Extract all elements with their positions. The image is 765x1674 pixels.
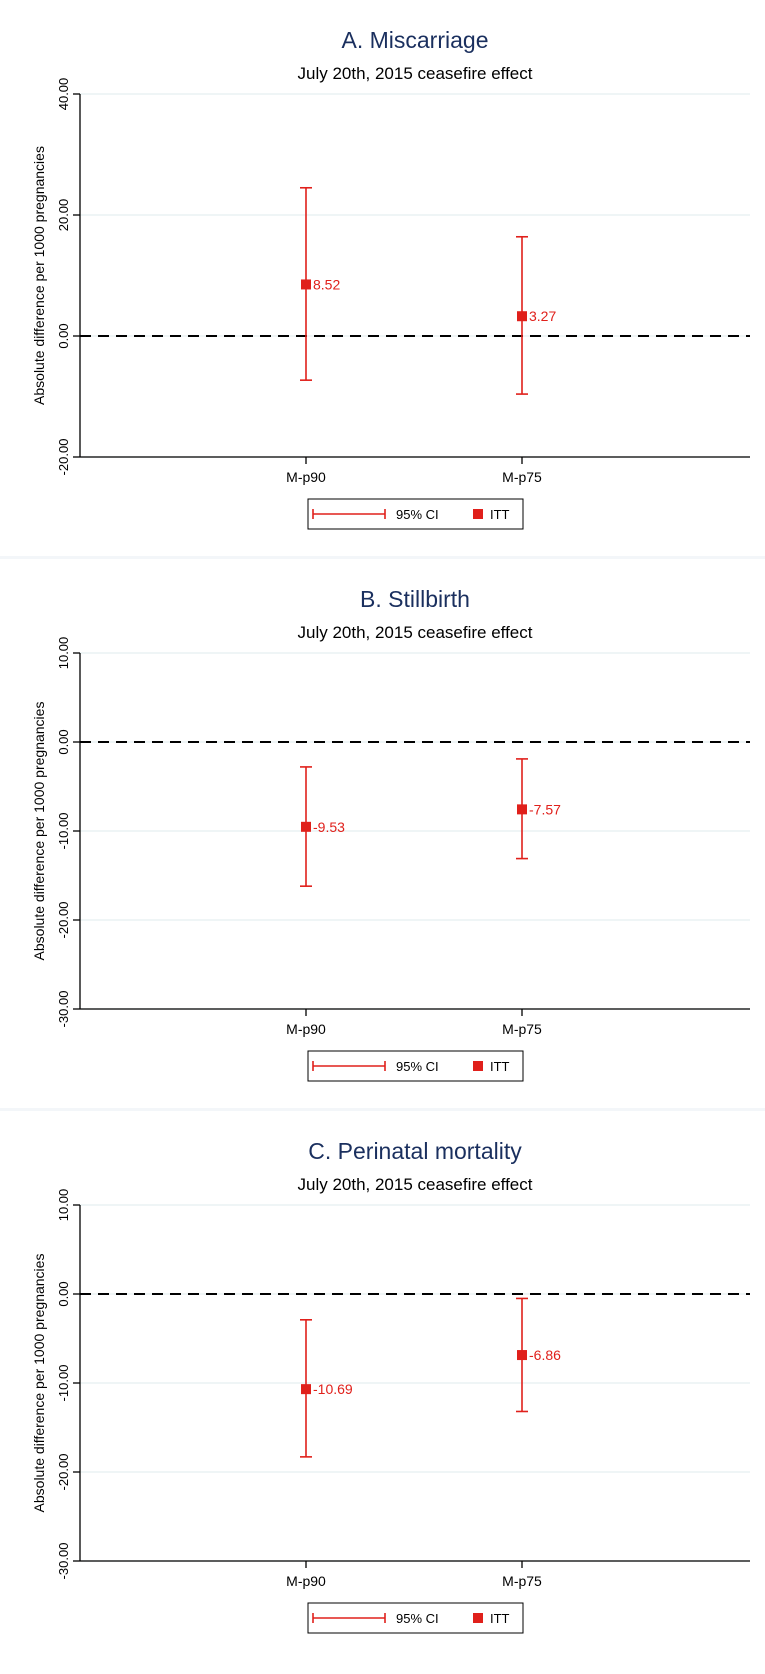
y-tick-label: -10.00 xyxy=(56,1365,71,1402)
itt-point xyxy=(517,311,527,322)
itt-point xyxy=(517,804,527,815)
chart-panel-c: C. Perinatal mortality July 20th, 2015 ce… xyxy=(0,1111,765,1669)
x-tick-label: M-p90 xyxy=(286,1021,326,1037)
y-axis-title: Absolute difference per 1000 pregnancies xyxy=(31,702,47,961)
itt-value-label: -7.57 xyxy=(529,801,561,817)
legend-itt-label: ITT xyxy=(490,1059,510,1074)
y-tick-label: 0.00 xyxy=(56,323,71,348)
y-tick-label: 0.00 xyxy=(56,1281,71,1306)
chart-title: B. Stillbirth xyxy=(360,586,470,612)
itt-point xyxy=(301,279,311,290)
y-tick-label: 0.00 xyxy=(56,729,71,754)
chart-c-svg: C. Perinatal mortality July 20th, 2015 ce… xyxy=(31,1138,750,1634)
y-tick-label: 10.00 xyxy=(56,637,71,670)
x-tick-label: M-p90 xyxy=(286,469,326,485)
x-tick-label: M-p75 xyxy=(502,1021,542,1037)
y-tick-label: -20.00 xyxy=(56,1454,71,1491)
chart-subtitle: July 20th, 2015 ceasefire effect xyxy=(297,623,532,642)
chart-title: A. Miscarriage xyxy=(342,27,489,53)
chart-b-svg: B. Stillbirth July 20th, 2015 ceasefire e… xyxy=(31,586,750,1082)
y-axis-title: Absolute difference per 1000 pregnancies xyxy=(31,146,47,405)
x-tick-label: M-p75 xyxy=(502,469,542,485)
legend-itt-label: ITT xyxy=(490,1611,510,1626)
y-tick-label: 40.00 xyxy=(56,78,71,111)
x-tick-label: M-p75 xyxy=(502,1573,542,1589)
legend-itt-swatch xyxy=(473,509,483,519)
y-tick-label: -20.00 xyxy=(56,902,71,939)
legend-itt-swatch xyxy=(473,1613,483,1623)
chart-panel-b: B. Stillbirth July 20th, 2015 ceasefire e… xyxy=(0,559,765,1108)
y-tick-label: 20.00 xyxy=(56,199,71,232)
y-axis-title: Absolute difference per 1000 pregnancies xyxy=(31,1254,47,1513)
y-tick-label: 10.00 xyxy=(56,1189,71,1222)
itt-value-label: 8.52 xyxy=(313,276,340,292)
panel-divider xyxy=(0,556,765,559)
legend-itt-swatch xyxy=(473,1061,483,1071)
itt-value-label: -9.53 xyxy=(313,819,345,835)
legend-ci-label: 95% CI xyxy=(396,507,439,522)
chart-title: C. Perinatal mortality xyxy=(308,1138,522,1164)
itt-value-label: 3.27 xyxy=(529,308,556,324)
legend-itt-label: ITT xyxy=(490,507,510,522)
panel-divider xyxy=(0,1108,765,1111)
itt-point xyxy=(517,1350,527,1361)
y-tick-label: -30.00 xyxy=(56,1543,71,1580)
y-tick-label: -10.00 xyxy=(56,813,71,850)
itt-value-label: -6.86 xyxy=(529,1347,561,1363)
legend-ci-label: 95% CI xyxy=(396,1059,439,1074)
x-tick-label: M-p90 xyxy=(286,1573,326,1589)
chart-panel-a: A. Miscarriage July 20th, 2015 ceasefire … xyxy=(0,0,765,556)
y-tick-label: -30.00 xyxy=(56,991,71,1028)
y-tick-label: -20.00 xyxy=(56,439,71,476)
itt-value-label: -10.69 xyxy=(313,1381,353,1397)
legend-ci-label: 95% CI xyxy=(396,1611,439,1626)
chart-subtitle: July 20th, 2015 ceasefire effect xyxy=(297,1175,532,1194)
chart-subtitle: July 20th, 2015 ceasefire effect xyxy=(297,64,532,83)
itt-point xyxy=(301,821,311,832)
itt-point xyxy=(301,1384,311,1395)
chart-a-svg: A. Miscarriage July 20th, 2015 ceasefire … xyxy=(31,27,750,530)
